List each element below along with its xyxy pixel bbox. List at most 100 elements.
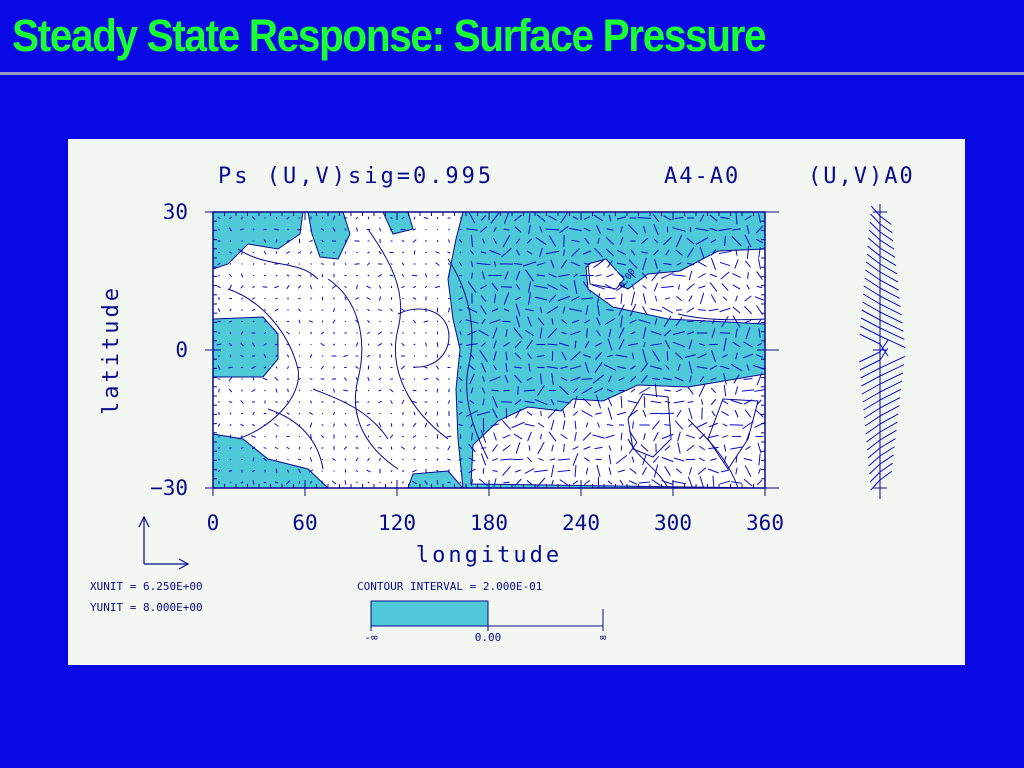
wind-vector — [481, 215, 486, 221]
wind-vector — [413, 458, 416, 461]
wind-vector — [468, 468, 476, 474]
wind-vector — [557, 458, 571, 461]
wind-vector — [744, 295, 752, 302]
wind-vector — [502, 466, 511, 476]
wind-vector — [593, 247, 604, 258]
wind-vector — [390, 446, 393, 450]
wind-vector — [631, 284, 635, 290]
wind-vector — [616, 216, 627, 220]
wind-vector — [723, 455, 727, 464]
wind-vector — [390, 343, 393, 346]
wind-vector — [228, 227, 233, 232]
wind-vector — [688, 361, 693, 374]
wind-vector — [467, 281, 477, 293]
wind-vector — [755, 238, 764, 244]
wind-vector — [559, 385, 569, 396]
wind-vector — [525, 308, 534, 312]
wind-vector — [515, 442, 521, 454]
wind-vector — [698, 433, 706, 440]
wind-vector — [675, 352, 683, 360]
wind-vector — [401, 262, 405, 266]
wind-vector — [608, 454, 612, 465]
wind-vector — [482, 468, 485, 474]
wind-vector — [401, 216, 405, 220]
wind-vector — [663, 377, 672, 381]
wind-vector — [584, 319, 590, 324]
wind-vector — [285, 480, 291, 485]
wind-vector — [640, 237, 649, 245]
wind-vector — [735, 467, 738, 475]
wind-vector — [514, 366, 522, 369]
wind-vector — [617, 469, 626, 473]
wind-vector — [251, 365, 256, 370]
side-vector — [879, 255, 897, 266]
wind-vector — [286, 331, 290, 335]
wind-vector — [263, 353, 267, 359]
wind-vector — [547, 343, 558, 346]
wind-vector — [515, 469, 521, 473]
side-vector — [879, 405, 900, 417]
wind-vector — [742, 420, 754, 430]
wind-vector — [699, 292, 705, 305]
wind-vector — [378, 366, 382, 369]
wind-vector — [229, 308, 232, 312]
wind-vector — [298, 389, 301, 392]
wind-vector — [639, 386, 650, 395]
wind-vector — [746, 432, 750, 441]
wind-vector — [559, 225, 569, 234]
wind-vector — [723, 373, 727, 385]
wind-vector — [470, 387, 474, 394]
wind-vector — [686, 331, 695, 335]
wind-vector — [594, 446, 603, 450]
wind-vector — [592, 284, 605, 290]
wind-vector — [241, 297, 243, 300]
wind-vector — [286, 412, 290, 415]
wind-vector — [689, 375, 692, 383]
wind-vector — [654, 295, 658, 302]
side-vector — [879, 388, 902, 401]
wind-vector — [503, 308, 510, 312]
wind-vector — [638, 481, 651, 484]
wind-vector — [252, 320, 255, 323]
wind-vector — [592, 374, 605, 384]
wind-vector — [746, 364, 750, 371]
wind-vector — [516, 249, 520, 256]
wind-vector — [514, 478, 522, 487]
wind-vector — [526, 377, 533, 381]
wind-vector — [550, 259, 555, 269]
wind-vector — [448, 239, 450, 243]
side-vector — [879, 295, 901, 308]
wind-vector — [528, 292, 531, 305]
wind-vector — [620, 226, 623, 233]
side-vector — [879, 231, 894, 242]
wind-vector — [355, 274, 359, 277]
wind-vector — [743, 478, 753, 487]
wind-vector — [756, 372, 763, 386]
wind-vector — [274, 446, 279, 450]
wind-vector — [332, 458, 336, 461]
wind-vector — [710, 458, 717, 461]
wind-vector — [582, 397, 592, 407]
wind-vector — [687, 476, 694, 488]
wind-vector — [491, 308, 499, 312]
wind-vector — [402, 320, 404, 323]
side-vector — [879, 223, 893, 234]
wind-vector — [650, 365, 662, 370]
wind-vector — [540, 433, 542, 440]
wind-vector — [390, 263, 393, 265]
side-vector — [879, 356, 906, 369]
wind-vector — [492, 327, 498, 339]
wind-vector — [618, 377, 625, 381]
wind-vector — [466, 410, 478, 417]
wind-vector — [745, 445, 751, 451]
side-vector — [867, 237, 881, 249]
wind-vector — [723, 337, 727, 352]
wind-vector — [675, 234, 683, 248]
wind-vector — [548, 215, 557, 221]
wind-vector — [229, 263, 232, 265]
wind-vector — [733, 374, 740, 384]
wind-vector — [687, 247, 694, 258]
x-tick-label: 60 — [292, 511, 317, 535]
wind-vector — [719, 480, 731, 485]
wind-vector — [367, 274, 370, 277]
